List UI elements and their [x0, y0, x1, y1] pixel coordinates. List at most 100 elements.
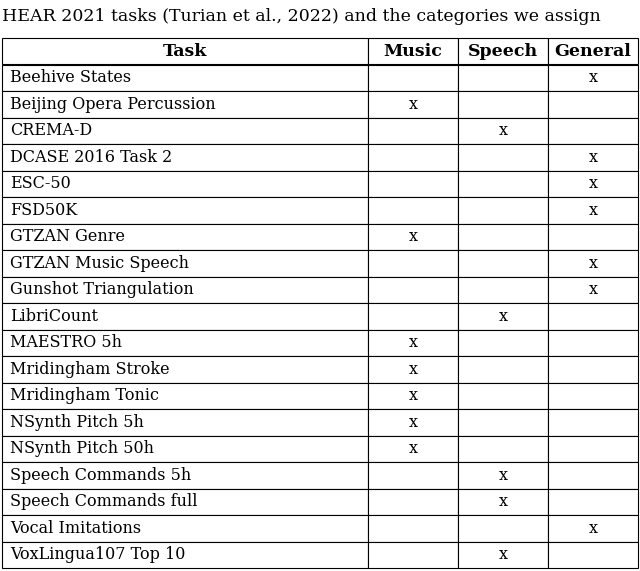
Text: General: General [555, 43, 632, 60]
Bar [2, 515, 368, 541]
Bar [548, 541, 638, 568]
Bar [548, 489, 638, 515]
Bar [2, 356, 368, 383]
Bar [458, 515, 548, 541]
Text: Beehive States: Beehive States [10, 69, 131, 86]
Bar [458, 276, 548, 303]
Text: GTZAN Genre: GTZAN Genre [10, 228, 125, 246]
Bar [2, 223, 368, 250]
Bar [548, 462, 638, 489]
Bar [368, 462, 458, 489]
Text: x: x [499, 467, 508, 484]
Text: DCASE 2016 Task 2: DCASE 2016 Task 2 [10, 149, 172, 166]
Bar [458, 118, 548, 144]
Bar [2, 329, 368, 356]
Text: Music: Music [383, 43, 442, 60]
Text: LibriCount: LibriCount [10, 308, 98, 325]
Bar [2, 436, 368, 462]
Text: Mridingham Tonic: Mridingham Tonic [10, 387, 159, 404]
Bar [368, 329, 458, 356]
Text: x: x [499, 308, 508, 325]
Text: ESC-50: ESC-50 [10, 175, 71, 192]
Bar [2, 462, 368, 489]
Text: Beijing Opera Percussion: Beijing Opera Percussion [10, 96, 216, 112]
Bar [548, 65, 638, 91]
Bar [368, 383, 458, 409]
Bar [368, 223, 458, 250]
Bar [458, 541, 548, 568]
Text: FSD50K: FSD50K [10, 202, 77, 219]
Bar [548, 118, 638, 144]
Text: VoxLingua107 Top 10: VoxLingua107 Top 10 [10, 546, 186, 563]
Bar [2, 541, 368, 568]
Bar [2, 409, 368, 436]
Text: x: x [589, 202, 598, 219]
Bar [458, 65, 548, 91]
Bar [368, 118, 458, 144]
Text: x: x [589, 69, 598, 86]
Bar [2, 38, 368, 65]
Bar [548, 409, 638, 436]
Bar [368, 276, 458, 303]
Text: x: x [589, 149, 598, 166]
Text: HEAR 2021 tasks (Turian et al., 2022) and the categories we assign: HEAR 2021 tasks (Turian et al., 2022) an… [2, 8, 601, 25]
Text: x: x [499, 122, 508, 139]
Text: x: x [408, 414, 417, 431]
Bar [458, 303, 548, 329]
Bar [2, 197, 368, 223]
Bar [368, 409, 458, 436]
Bar [548, 250, 638, 276]
Text: MAESTRO 5h: MAESTRO 5h [10, 334, 122, 351]
Bar [2, 171, 368, 197]
Text: NSynth Pitch 50h: NSynth Pitch 50h [10, 440, 154, 457]
Bar [2, 118, 368, 144]
Bar [548, 38, 638, 65]
Bar [368, 65, 458, 91]
Bar [458, 91, 548, 118]
Text: x: x [589, 520, 598, 537]
Text: GTZAN Music Speech: GTZAN Music Speech [10, 255, 189, 272]
Bar [458, 38, 548, 65]
Bar [368, 303, 458, 329]
Bar [548, 223, 638, 250]
Text: Speech Commands full: Speech Commands full [10, 493, 198, 510]
Bar [368, 38, 458, 65]
Text: x: x [408, 96, 417, 112]
Bar [458, 436, 548, 462]
Bar [548, 515, 638, 541]
Bar [548, 197, 638, 223]
Text: x: x [408, 334, 417, 351]
Text: x: x [408, 440, 417, 457]
Text: Mridingham Stroke: Mridingham Stroke [10, 361, 170, 378]
Bar [368, 144, 458, 171]
Bar [548, 356, 638, 383]
Bar [458, 409, 548, 436]
Text: x: x [408, 361, 417, 378]
Text: x: x [499, 546, 508, 563]
Bar [2, 250, 368, 276]
Bar [458, 462, 548, 489]
Bar [458, 250, 548, 276]
Bar [368, 515, 458, 541]
Text: NSynth Pitch 5h: NSynth Pitch 5h [10, 414, 144, 431]
Bar [2, 383, 368, 409]
Text: CREMA-D: CREMA-D [10, 122, 92, 139]
Bar [368, 197, 458, 223]
Bar [458, 329, 548, 356]
Text: Gunshot Triangulation: Gunshot Triangulation [10, 282, 194, 298]
Bar [368, 171, 458, 197]
Bar [548, 91, 638, 118]
Bar [548, 144, 638, 171]
Text: x: x [589, 255, 598, 272]
Bar [548, 383, 638, 409]
Bar [368, 436, 458, 462]
Bar [368, 250, 458, 276]
Bar [458, 383, 548, 409]
Text: Task: Task [163, 43, 207, 60]
Text: Speech Commands 5h: Speech Commands 5h [10, 467, 191, 484]
Bar [548, 171, 638, 197]
Bar [548, 436, 638, 462]
Text: x: x [408, 228, 417, 246]
Bar [458, 144, 548, 171]
Bar [548, 276, 638, 303]
